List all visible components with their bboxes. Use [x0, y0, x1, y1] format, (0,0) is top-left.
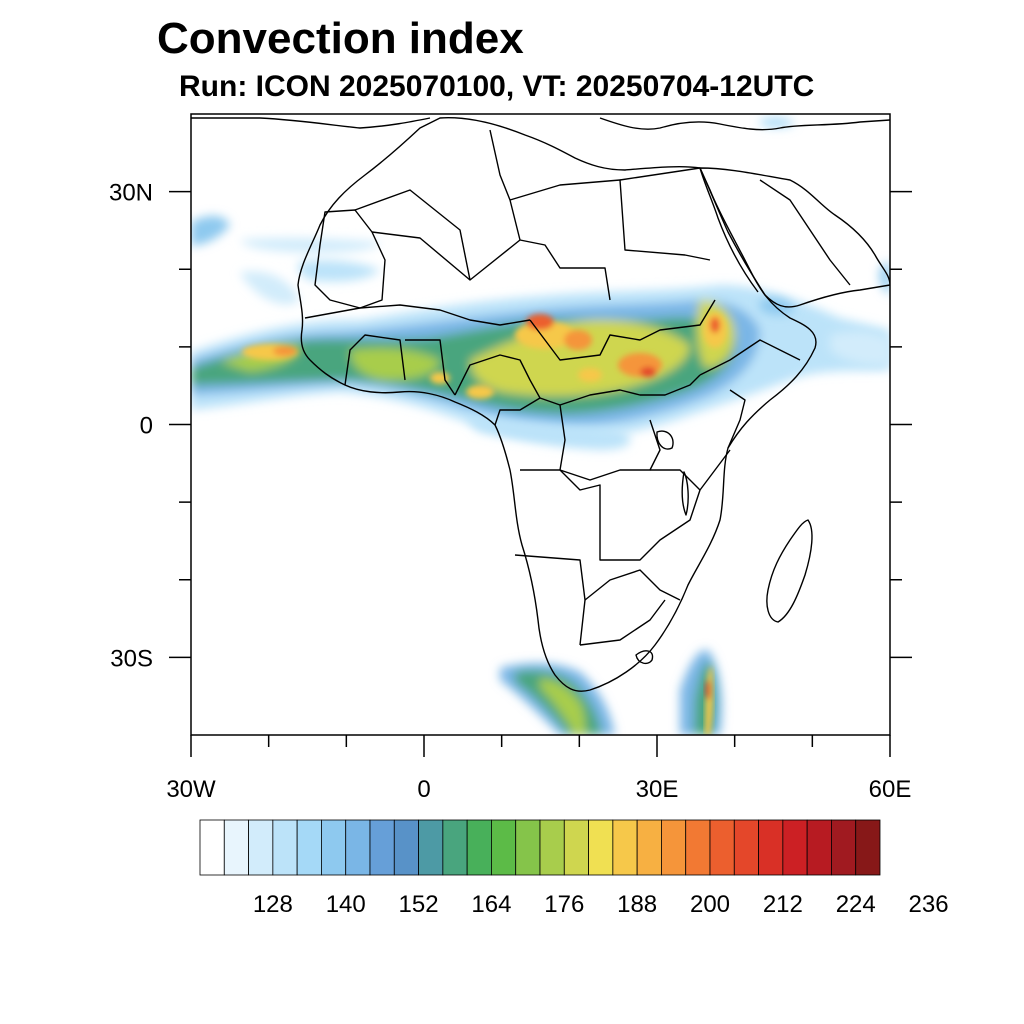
- colorbar-label: 152: [399, 891, 439, 918]
- madagascar-coastline: [766, 519, 813, 623]
- colorbar-swatch: [321, 819, 347, 876]
- colorbar-swatch: [709, 819, 735, 876]
- lat-tick-label: 30N: [109, 180, 153, 207]
- axis-labels: 30W 0 30E 60E 30N 0 30S: [109, 180, 911, 803]
- lat-tick-label: 30S: [110, 645, 153, 672]
- lat-tick-label: 0: [140, 413, 153, 440]
- colorbar-label: 200: [690, 891, 730, 918]
- map-title: Convection index: [157, 14, 524, 63]
- colorbar-label: 224: [836, 891, 876, 918]
- colorbar-swatch: [636, 819, 662, 876]
- colorbar-swatch: [661, 819, 687, 876]
- colorbar-label: 140: [326, 891, 366, 918]
- colorbar-swatch: [345, 819, 371, 876]
- colorbar-swatch: [831, 819, 857, 876]
- colorbar-swatch: [248, 819, 274, 876]
- colorbar-swatch: [418, 819, 444, 876]
- colorbar-swatch: [393, 819, 419, 876]
- colorbar-label: 236: [909, 891, 949, 918]
- colorbar-label: 176: [544, 891, 584, 918]
- colorbar-swatch: [369, 819, 395, 876]
- colorbar-swatch: [563, 819, 589, 876]
- africa-coastline: [297, 117, 817, 692]
- colorbar-swatch: [806, 819, 832, 876]
- lon-tick-label: 60E: [869, 776, 912, 803]
- colorbar-labels: 128 140 152 164 176 188 200 212 224 236: [253, 891, 949, 918]
- colorbar-swatch: [491, 819, 517, 876]
- arabia-coastline: [699, 167, 890, 308]
- colorbar-swatch: [782, 819, 808, 876]
- colorbar-label: 128: [253, 891, 293, 918]
- colorbar-label: 164: [471, 891, 511, 918]
- lon-tick-label: 30E: [636, 776, 679, 803]
- colorbar-swatch: [466, 819, 492, 876]
- colorbar: [199, 819, 881, 876]
- colorbar-swatch: [223, 819, 249, 876]
- coastlines-and-borders: [191, 117, 890, 692]
- colorbar-swatch: [685, 819, 711, 876]
- axis-ticks: [169, 190, 912, 757]
- colorbar-swatch: [612, 819, 638, 876]
- colorbar-swatch: [272, 819, 298, 876]
- convection-field: [191, 117, 890, 735]
- colorbar-swatch: [855, 819, 881, 876]
- colorbar-swatch: [199, 819, 225, 876]
- colorbar-label: 188: [617, 891, 657, 918]
- lon-tick-label: 30W: [166, 776, 216, 803]
- colorbar-label: 212: [763, 891, 803, 918]
- colorbar-swatch: [539, 819, 565, 876]
- lon-tick-label: 0: [417, 776, 430, 803]
- colorbar-swatch: [733, 819, 759, 876]
- colorbar-swatch: [515, 819, 541, 876]
- colorbar-swatch: [296, 819, 322, 876]
- colorbar-swatch: [588, 819, 614, 876]
- map-subtitle: Run: ICON 2025070100, VT: 20250704-12UTC: [179, 70, 815, 103]
- colorbar-swatch: [758, 819, 784, 876]
- colorbar-swatch: [442, 819, 468, 876]
